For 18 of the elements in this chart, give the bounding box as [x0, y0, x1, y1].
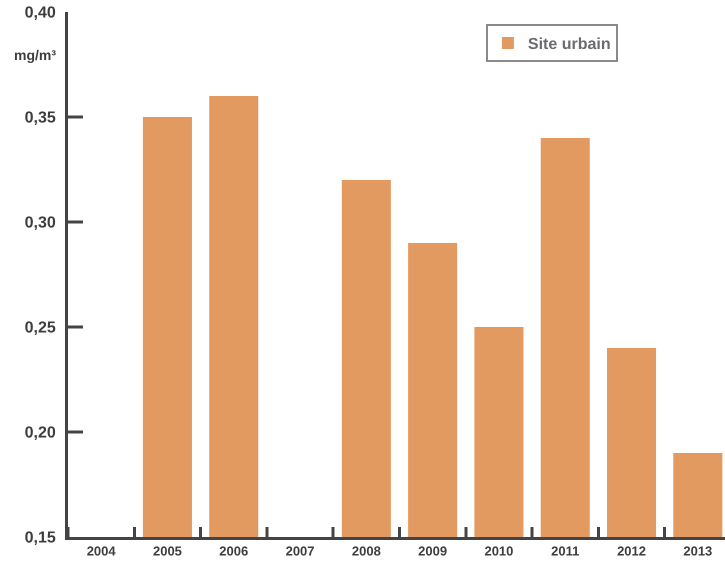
x-tick-label: 2009 [418, 544, 448, 559]
x-tick-label: 2012 [617, 544, 646, 559]
y-tick-label: 0,30 [24, 214, 56, 232]
y-tick-label: 0,35 [24, 110, 56, 127]
y-tick-label: 0,25 [24, 320, 56, 337]
x-tick-label: 2013 [683, 544, 712, 559]
x-tick-label: 2008 [352, 544, 381, 559]
x-tick-label: 2007 [286, 544, 314, 559]
legend-label: Site urbain [528, 36, 611, 54]
x-tick-label: 2011 [551, 544, 580, 559]
y-axis-title: mg/m³ [14, 47, 56, 63]
y-tick-label: 0,15 [24, 530, 56, 547]
y-tick-label: 0,40 [24, 4, 56, 22]
x-tick-label: 2006 [219, 544, 248, 559]
x-tick-label: 2005 [152, 544, 182, 559]
y-tick-label: 0,20 [24, 424, 56, 442]
x-tick-label: 2004 [86, 544, 116, 559]
x-tick-label: 2010 [484, 544, 514, 559]
